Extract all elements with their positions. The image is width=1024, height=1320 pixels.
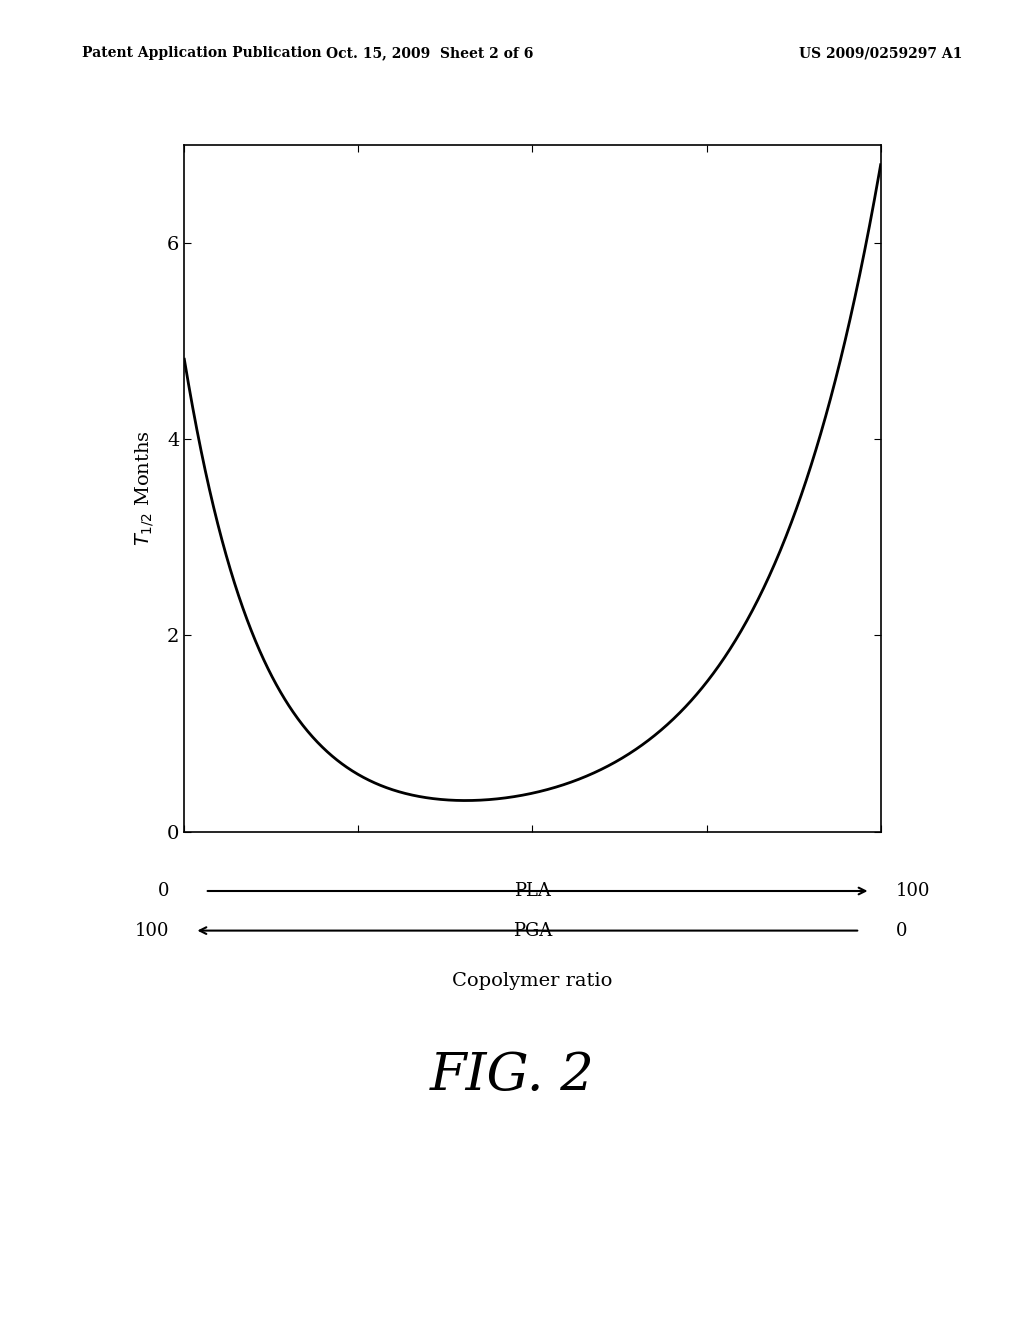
Text: 100: 100 [134, 921, 169, 940]
Text: PLA: PLA [514, 882, 551, 900]
Text: 100: 100 [896, 882, 931, 900]
Text: Oct. 15, 2009  Sheet 2 of 6: Oct. 15, 2009 Sheet 2 of 6 [327, 46, 534, 61]
Text: Patent Application Publication: Patent Application Publication [82, 46, 322, 61]
Y-axis label: $T_{1/2}$ Months: $T_{1/2}$ Months [133, 430, 156, 546]
Text: 0: 0 [158, 882, 169, 900]
Text: Copolymer ratio: Copolymer ratio [453, 972, 612, 990]
Text: PGA: PGA [513, 921, 552, 940]
Text: US 2009/0259297 A1: US 2009/0259297 A1 [799, 46, 963, 61]
Text: 0: 0 [896, 921, 907, 940]
Text: FIG. 2: FIG. 2 [430, 1051, 594, 1101]
